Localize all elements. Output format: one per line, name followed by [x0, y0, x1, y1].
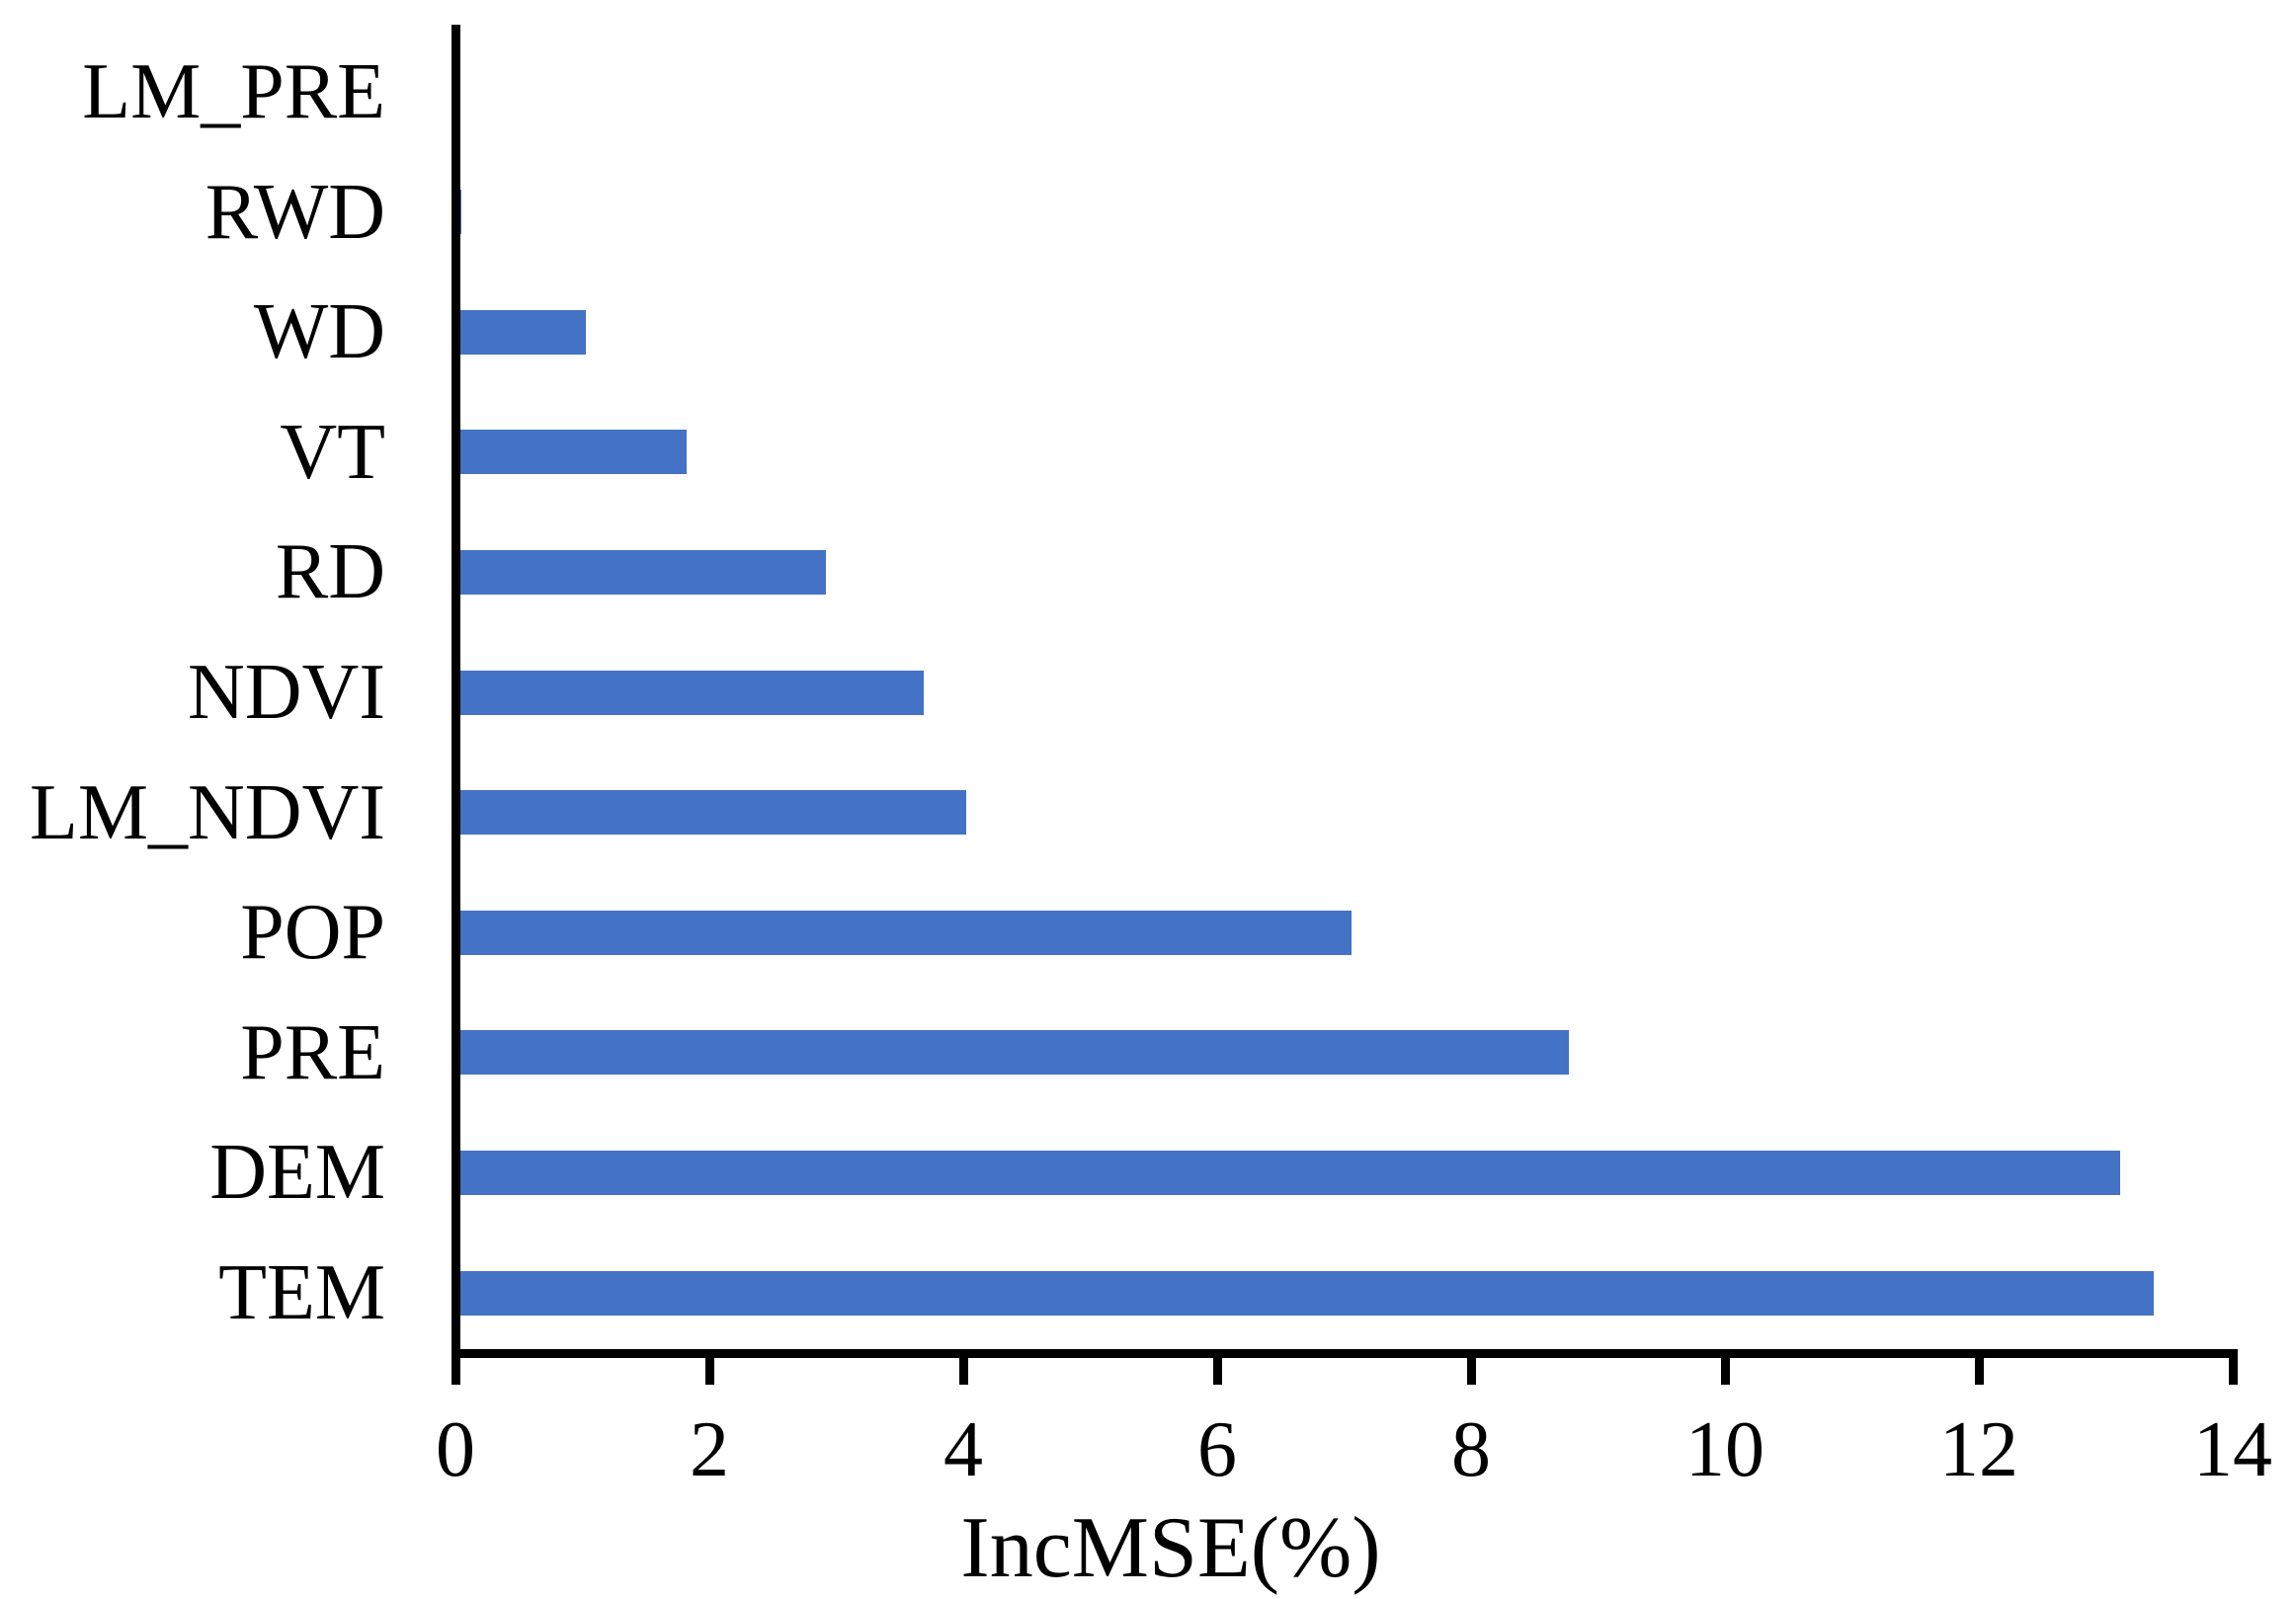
bar-LM_NDVI	[455, 790, 966, 836]
x-tick-6	[1212, 1357, 1222, 1385]
x-tick-label-0: 0	[436, 1406, 475, 1493]
category-label-PRE: PRE	[240, 1008, 385, 1096]
x-tick-label-6: 6	[1197, 1406, 1237, 1493]
x-tick-8	[1466, 1357, 1476, 1385]
category-label-WD: WD	[253, 288, 385, 376]
category-label-TEM: TEM	[218, 1249, 385, 1336]
bar-WD	[455, 309, 587, 355]
x-tick-label-14: 14	[2193, 1406, 2272, 1493]
x-tick-10	[1720, 1357, 1730, 1385]
x-tick-label-10: 10	[1685, 1406, 1764, 1493]
bar-DEM	[455, 1150, 2120, 1195]
x-axis-line	[451, 1348, 2238, 1358]
category-label-NDVI: NDVI	[188, 649, 385, 736]
category-label-LM_NDVI: LM_NDVI	[30, 768, 385, 856]
x-tick-0	[451, 1357, 460, 1385]
bar-TEM	[455, 1270, 2155, 1316]
y-axis-line	[451, 25, 460, 1358]
x-tick-label-8: 8	[1451, 1406, 1491, 1493]
category-label-POP: POP	[240, 889, 385, 977]
category-label-RWD: RWD	[205, 168, 385, 256]
bar-POP	[455, 910, 1353, 955]
bar-VT	[455, 430, 687, 475]
x-tick-label-4: 4	[943, 1406, 983, 1493]
x-tick-label-2: 2	[690, 1406, 729, 1493]
bar-PRE	[455, 1030, 1569, 1076]
category-label-DEM: DEM	[209, 1129, 385, 1217]
x-tick-14	[2228, 1357, 2238, 1385]
category-label-RD: RD	[275, 528, 385, 616]
x-tick-2	[704, 1357, 714, 1385]
bar-NDVI	[455, 670, 925, 715]
category-label-VT: VT	[280, 408, 385, 496]
x-tick-4	[958, 1357, 968, 1385]
bar-RD	[455, 549, 827, 595]
x-tick-12	[1974, 1357, 1984, 1385]
x-axis-title: IncMSE(%)	[960, 1500, 1381, 1596]
x-tick-label-12: 12	[1939, 1406, 2018, 1493]
category-label-LM_PRE: LM_PRE	[82, 48, 385, 135]
